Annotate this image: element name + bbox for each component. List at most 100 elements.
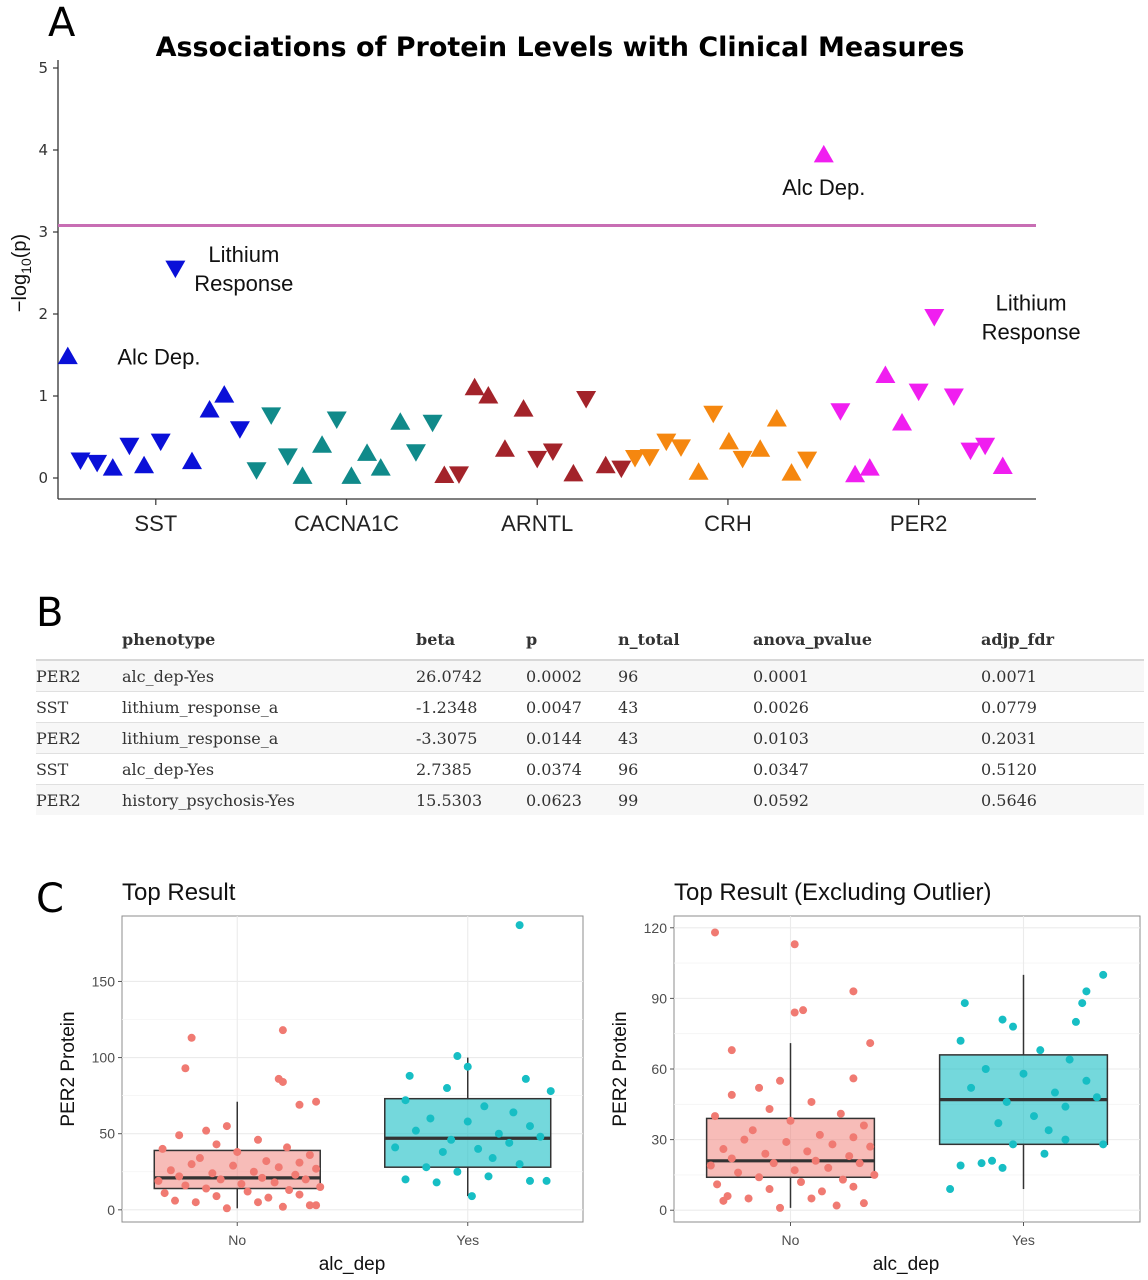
y-tick-label: 60 <box>651 1061 667 1077</box>
data-point-no <box>181 1064 190 1073</box>
column-header: beta <box>416 622 526 661</box>
data-point-no <box>222 1122 231 1131</box>
point-arntl-up <box>478 386 499 404</box>
y-tick-label: 5 <box>38 59 48 77</box>
box-no <box>153 1149 321 1190</box>
point-crh-up <box>688 462 709 480</box>
y-tick-label: 150 <box>92 973 116 989</box>
point-per2-up <box>992 456 1013 475</box>
data-point-no <box>723 1192 732 1201</box>
data-point-yes <box>1029 1112 1038 1121</box>
table-cell: 0.2031 <box>981 722 1144 754</box>
data-point-yes <box>505 1138 514 1147</box>
box-yes <box>384 1097 552 1168</box>
point-cacna1c-up <box>357 443 378 461</box>
data-point-yes <box>443 1084 452 1093</box>
data-point-yes <box>1061 1135 1070 1144</box>
table-cell: 96 <box>618 753 753 785</box>
data-point-no <box>301 1175 310 1184</box>
data-point-yes <box>1082 1076 1091 1085</box>
results-table: phenotype beta p n_total anova_pvalue ad… <box>36 622 1144 815</box>
table-row: SST alc_dep-Yes 2.7385 0.0374 96 0.0347 0.5120 <box>36 753 1144 785</box>
point-sst-down <box>165 260 186 279</box>
data-point-no <box>796 1177 805 1186</box>
table-cell: 15.5303 <box>416 784 526 815</box>
data-point-no <box>195 1154 204 1163</box>
data-point-yes <box>401 1096 410 1105</box>
data-point-yes <box>1036 1046 1045 1055</box>
data-point-yes <box>422 1163 431 1172</box>
table-cell: 2.7385 <box>416 753 526 785</box>
point-crh-up <box>750 439 771 457</box>
data-point-no <box>755 1083 764 1092</box>
table-row: PER2 lithium_response_a -3.3075 0.0144 43 0.0… <box>36 722 1144 754</box>
y-tick-label: 50 <box>99 1126 115 1142</box>
y-tick-label: 0 <box>38 469 48 487</box>
point-crh-down <box>656 433 677 452</box>
data-point-yes <box>401 1175 410 1184</box>
point-cacna1c-up <box>312 435 333 453</box>
data-point-yes <box>956 1161 965 1170</box>
data-point-no <box>734 1168 743 1177</box>
data-point-no <box>870 1170 879 1179</box>
data-point-no <box>849 1182 858 1191</box>
data-point-no <box>262 1157 271 1166</box>
point-crh-down <box>639 449 660 467</box>
table-cell: 0.0592 <box>753 784 981 815</box>
data-point-no <box>233 1147 242 1156</box>
data-point-no <box>838 1175 847 1184</box>
table-cell: history_psychosis-Yes <box>122 784 416 815</box>
point-arntl-up <box>513 399 534 417</box>
data-point-yes <box>453 1052 462 1061</box>
data-point-no <box>222 1204 231 1213</box>
y-tick-label: 0 <box>107 1202 115 1218</box>
x-tick-label: No <box>782 1232 800 1248</box>
data-point-no <box>761 1149 770 1158</box>
point-cacna1c-down <box>405 444 426 462</box>
data-point-yes <box>1078 999 1087 1008</box>
table-cell: 96 <box>618 659 753 692</box>
data-point-no <box>807 1097 816 1106</box>
point-arntl-down <box>448 466 469 484</box>
y-tick-label: 2 <box>38 305 48 323</box>
x-tick-label-per2: PER2 <box>890 511 947 536</box>
point-sst-down <box>150 433 171 452</box>
table-cell: alc_dep-Yes <box>122 659 416 692</box>
point-sst-up <box>134 455 155 474</box>
table-cell: PER2 <box>36 722 122 754</box>
table-row: PER2 alc_dep-Yes 26.0742 0.0002 96 0.0001 0.00… <box>36 659 1144 692</box>
data-point-yes <box>1009 1022 1018 1031</box>
table-cell: -1.2348 <box>416 691 526 723</box>
data-point-yes <box>463 1062 472 1071</box>
data-point-no <box>859 1121 868 1130</box>
table-cell: 99 <box>618 784 753 815</box>
column-header: adjp_fdr <box>981 622 1144 661</box>
table-header-row: phenotype beta p n_total anova_pvalue ad… <box>36 622 1144 661</box>
data-point-no <box>811 1156 820 1165</box>
point-sst-up <box>181 451 202 470</box>
point-crh-down <box>732 450 753 469</box>
data-point-no <box>202 1184 211 1193</box>
point-crh-up <box>781 463 802 481</box>
point-cacna1c-up <box>390 412 411 430</box>
data-point-yes <box>494 1129 503 1138</box>
point-sst-up <box>199 399 220 418</box>
data-point-yes <box>525 1122 534 1131</box>
data-point-no <box>713 1180 722 1189</box>
data-point-yes <box>998 1015 1007 1024</box>
table-cell: -3.3075 <box>416 722 526 754</box>
data-point-no <box>776 1076 785 1085</box>
data-point-yes <box>1019 1069 1028 1078</box>
point-arntl-up <box>464 377 485 396</box>
data-point-no <box>817 1187 826 1196</box>
boxplot-right-y-title: PER2 Protein <box>610 1011 631 1126</box>
point-per2-up <box>892 413 913 431</box>
table-cell: 26.0742 <box>416 659 526 692</box>
data-point-no <box>799 1006 808 1015</box>
y-tick-label: 1 <box>38 387 48 405</box>
point-arntl-up <box>434 465 455 484</box>
data-point-no <box>295 1100 304 1109</box>
data-point-no <box>278 1202 287 1211</box>
table-cell: 0.0002 <box>526 659 618 692</box>
data-point-no <box>243 1187 252 1196</box>
